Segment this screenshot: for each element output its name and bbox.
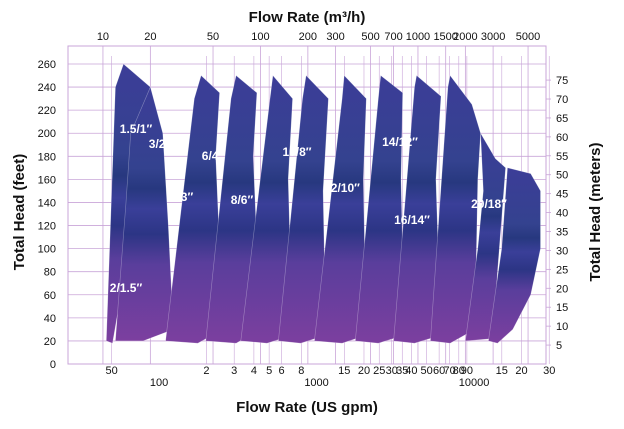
right-tick-label: 30 [556,245,568,257]
left-tick-label: 120 [38,221,56,233]
left-tick-label: 80 [44,267,56,279]
bottom-tick-label: 6 [279,365,285,377]
top-tick-label: 20 [144,31,156,43]
left-tick-label: 240 [38,82,56,94]
right-tick-label: 20 [556,283,568,295]
right-tick-label: 75 [556,75,568,87]
right-tick-label: 40 [556,208,568,220]
left-tick-label: 180 [38,151,56,163]
bottom-tick-label: 2 [203,365,209,377]
bottom-tick-label: 20 [358,365,370,377]
bottom-tick-label: 15 [496,365,508,377]
left-tick-label: 60 [44,290,56,302]
top-tick-label: 10 [97,31,109,43]
left-tick-label: 160 [38,174,56,186]
bottom-tick-label: 80 [453,365,465,377]
bottom-tick-label: 40 [405,365,417,377]
bottom-tick-label: 8 [298,365,304,377]
bottom-tick-label: 3 [231,365,237,377]
bottom-tick-label-decade: 1000 [304,377,328,389]
bottom-tick-label: 60 [433,365,445,377]
pump-size-label: 4/3″ [171,190,194,204]
pump-size-label: 12/10″ [324,181,360,195]
left-tick-label: 140 [38,197,56,209]
pump-size-label: 20/18″ [471,197,507,211]
pump-region [278,74,329,344]
pump-size-label: 2/1.5″ [110,281,143,295]
pump-size-label: 1.5/1″ [120,122,153,136]
left-tick-label: 260 [38,59,56,71]
top-tick-label: 700 [384,31,402,43]
right-axis-ticks: 5 10 15 20 25 30 35 40 45 50 55 60 65 70 75 [546,75,568,352]
left-tick-label: 220 [38,105,56,117]
pump-region [488,167,541,344]
left-tick-label: 20 [44,336,56,348]
pump-size-labels: 1.5/1″ 2/1.5″ 3/2″ 4/3″ 6/4″ 8/6″ 10/8″ 12/10″ 1… [110,122,507,295]
right-tick-label: 35 [556,227,568,239]
left-tick-label: 40 [44,313,56,325]
top-axis-title: Flow Rate (m³/h) [249,9,366,26]
right-tick-label: 10 [556,321,568,333]
right-tick-label: 15 [556,302,568,314]
top-tick-label: 1000 [406,31,430,43]
top-tick-label: 200 [299,31,317,43]
bottom-tick-label: 15 [338,365,350,377]
pump-size-label: 10/8″ [282,145,311,159]
right-tick-label: 65 [556,113,568,125]
pump-region [205,74,261,344]
pump-region [354,74,405,344]
pump-regions [105,63,541,344]
bottom-tick-label: 30 [386,365,398,377]
left-tick-label: 0 [50,359,56,371]
top-tick-label: 300 [326,31,344,43]
right-tick-label: 70 [556,94,568,106]
bottom-tick-label: 5 [266,365,272,377]
bottom-tick-label: 70 [444,365,456,377]
left-tick-label: 100 [38,244,56,256]
pump-size-label: 16/14″ [394,213,430,227]
bottom-tick-label: 35 [396,365,408,377]
pump-size-label: 14/12″ [382,135,418,149]
left-axis-ticks: 0 20 40 60 80 100 120 140 160 180 200 220 240 260 [38,59,56,371]
pump-size-label: 6/4″ [202,149,225,163]
right-tick-label: 5 [556,340,562,352]
bottom-tick-label: 90 [461,365,473,377]
top-tick-label: 3000 [481,31,505,43]
top-tick-label: 50 [207,31,219,43]
bottom-tick-label-decade: 100 [150,377,168,389]
pump-size-label: 8/6″ [231,193,254,207]
bottom-tick-label: 20 [515,365,527,377]
bottom-axis-title: Flow Rate (US gpm) [236,399,378,416]
pump-region [165,74,224,344]
top-tick-label: 2000 [453,31,477,43]
pump-region [393,74,442,344]
right-axis-title: Total Head (meters) [587,143,604,282]
pump-region [115,86,174,342]
bottom-tick-label: 50 [106,365,118,377]
top-tick-label: 1500 [433,31,457,43]
right-tick-label: 45 [556,189,568,201]
pump-region [314,74,367,344]
right-tick-label: 50 [556,170,568,182]
bottom-tick-label: 25 [373,365,385,377]
right-tick-label: 60 [556,132,568,144]
pump-region [240,74,293,344]
pump-size-label: 3/2″ [149,137,172,151]
top-tick-label: 500 [361,31,379,43]
left-axis-title: Total Head (feet) [11,154,28,270]
bottom-tick-label: 4 [251,365,257,377]
bottom-tick-label: 30 [543,365,555,377]
top-tick-label: 100 [251,31,269,43]
bottom-tick-label-decade: 10000 [459,377,490,389]
right-tick-label: 55 [556,151,568,163]
right-tick-label: 25 [556,264,568,276]
top-tick-label: 5000 [516,31,540,43]
left-tick-label: 200 [38,128,56,140]
bottom-tick-label: 50 [421,365,433,377]
